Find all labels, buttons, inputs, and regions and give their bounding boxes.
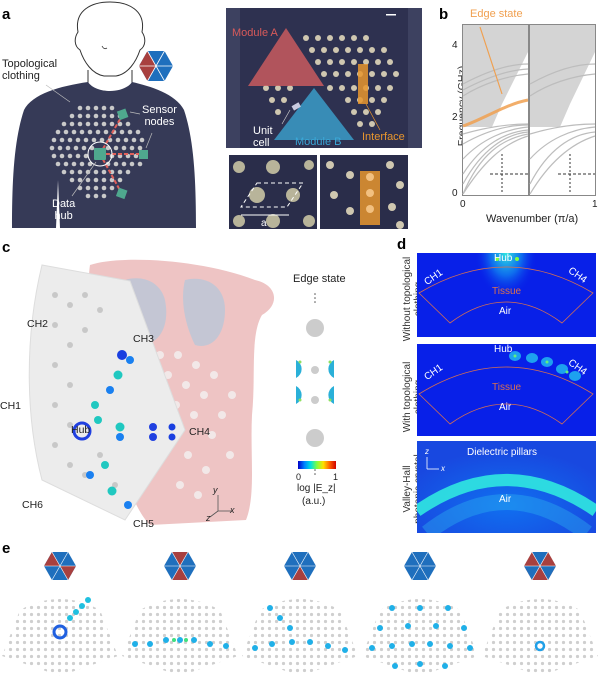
air-label-row3: Air [499, 494, 512, 505]
colorbar-units: (a.u.) [302, 496, 326, 507]
sensor-node [139, 150, 148, 159]
colorbar [298, 461, 336, 469]
x-axis-label: Wavenumber (π/a) [486, 213, 579, 225]
lattice-dots [49, 105, 145, 199]
ch1-label: CH1 [0, 400, 22, 412]
y-tick-4: 4 [452, 40, 458, 51]
field-pattern-5 [534, 640, 546, 652]
photo-interface-closeup [320, 155, 408, 229]
air-label-row1: Air [499, 306, 512, 317]
field-map-valley-hall [417, 441, 596, 533]
configuration-field-maps [2, 551, 598, 676]
module-b-region [274, 88, 354, 140]
colorbar-min: 0 [296, 472, 302, 482]
x-tick-0: 0 [460, 199, 466, 210]
label-line: With topological [402, 361, 413, 433]
field-pattern-1 [52, 597, 91, 640]
axis-x-label: x [230, 505, 235, 515]
sensor-node [116, 108, 129, 121]
label-line: Valley-Hall [402, 465, 413, 513]
ch2-label: CH2 [27, 318, 49, 330]
field-pattern-4 [369, 605, 473, 669]
air-label-row2: Air [499, 402, 512, 413]
topological-shirt-illustration [12, 1, 196, 228]
sensor-nodes-label: Sensor nodes [142, 104, 177, 128]
panel-label-b: b [439, 6, 449, 23]
sensor-node [115, 187, 128, 200]
field-hotspots [72, 350, 176, 509]
label-line: Topological [2, 58, 58, 70]
hex-icon-1 [44, 551, 76, 581]
torso-simulation-3d [28, 259, 275, 525]
axis-x-label-d: x [441, 464, 445, 473]
unit-cell-label: Unit cell [253, 125, 273, 149]
axis-z-label: z [206, 513, 211, 523]
module-b-label: Module B [295, 136, 342, 148]
module-a-label: Module A [232, 27, 278, 39]
dielectric-pillars-label: Dielectric pillars [467, 447, 538, 458]
label-line: hub [54, 210, 73, 222]
data-hub-node [94, 148, 106, 160]
panel-label-c: c [2, 239, 11, 256]
field-map-without-clothing [417, 253, 596, 337]
tissue-label-row2: Tissue [492, 382, 522, 393]
photo-unit-cell-closeup [229, 155, 317, 229]
unit-cell-marker [291, 102, 301, 111]
topological-clothing-label: Topological clothing [2, 58, 57, 82]
panel-label-d: d [397, 236, 407, 253]
field-pattern-3 [252, 605, 348, 653]
label-line: cell [253, 137, 270, 149]
x-tick-1: 1 [592, 199, 598, 210]
ch3-label: CH3 [133, 333, 155, 345]
edge-state-title: Edge state [293, 273, 346, 285]
label-line: Sensor [142, 104, 177, 116]
data-hub-ring [87, 141, 113, 167]
ch5-label: CH5 [133, 518, 155, 530]
axis-z-label-d: z [425, 447, 429, 456]
module-a-region [248, 28, 324, 86]
interface-region [360, 171, 380, 225]
axis-y-label: y [213, 485, 218, 495]
hub-label-row1: Hub [494, 253, 513, 264]
hub-label: Hub [71, 424, 91, 436]
edge-state-band [462, 98, 529, 128]
panel-label-a: a [2, 6, 11, 23]
label-line: nodes [144, 116, 175, 128]
y-tick-2: 2 [452, 112, 458, 123]
interface-label: Interface [362, 131, 405, 143]
tissue-label-row1: Tissue [492, 286, 522, 297]
panel-label-e: e [2, 540, 11, 557]
hub-label-row2: Hub [494, 344, 513, 355]
label-line: Unit [253, 125, 273, 137]
label-line: Data [52, 198, 76, 210]
field-pattern-2 [132, 637, 229, 649]
band-structure-plot [462, 24, 596, 196]
scale-bar [386, 14, 396, 16]
photo-garment [226, 8, 422, 148]
hex-icon-4 [404, 551, 436, 581]
ch4-label: CH4 [189, 426, 211, 438]
edge-state-label: Edge state [470, 8, 523, 20]
colorbar-label: log |E_z| [297, 483, 336, 494]
hex-icon-5 [524, 551, 556, 581]
data-hub-label: Data hub [52, 198, 75, 222]
hexagon-symmetry-icon [139, 50, 173, 82]
label-line: Without topological [402, 256, 413, 342]
colorbar-max: 1 [333, 472, 339, 482]
lattice-constant-label: a [261, 218, 267, 229]
interface-region [358, 64, 368, 104]
y-tick-0: 0 [452, 188, 458, 199]
field-map-with-clothing [417, 344, 596, 436]
hex-icon-3 [284, 551, 316, 581]
hex-icon-2 [164, 551, 196, 581]
label-line: clothing [2, 70, 40, 82]
ch6-label: CH6 [22, 499, 44, 511]
edge-state-unit-inset [296, 293, 334, 475]
